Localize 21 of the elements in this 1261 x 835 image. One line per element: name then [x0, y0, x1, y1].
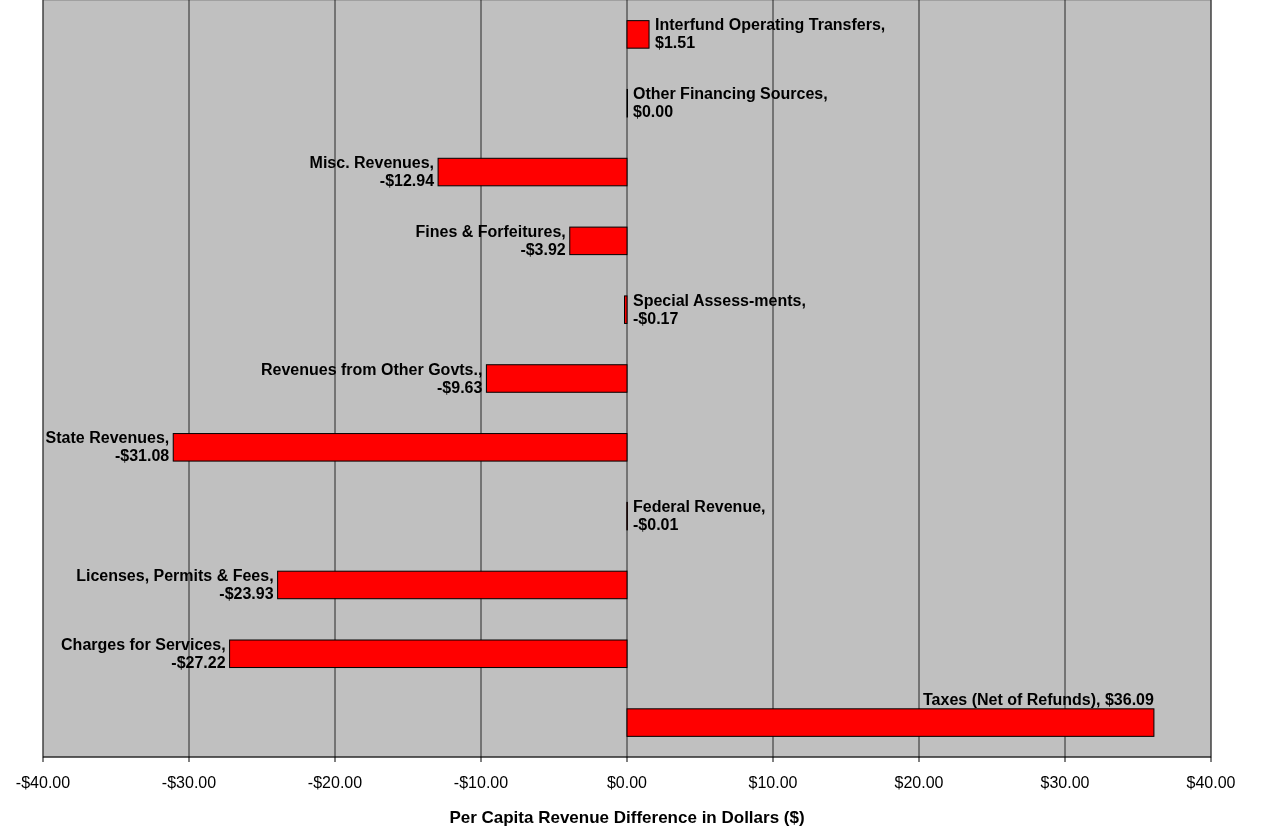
x-tick-label: -$10.00: [453, 774, 509, 791]
x-tick-label: -$30.00: [161, 774, 217, 791]
x-axis-title: Per Capita Revenue Difference in Dollars ($): [449, 808, 805, 827]
data-label: Taxes (Net of Refunds), $36.09: [923, 690, 1155, 708]
data-label: Other Financing Sources, $0.00: [633, 85, 828, 121]
x-tick-label: $30.00: [1040, 774, 1090, 791]
x-tick-label: $10.00: [748, 774, 798, 791]
data-label: Fines & Forfeitures, -$3.92: [415, 222, 566, 258]
data-label: Misc. Revenues, -$12.94: [309, 154, 435, 190]
data-label: Special Assess-ments, -$0.17: [633, 291, 806, 327]
x-tick-label: -$40.00: [15, 774, 71, 791]
x-tick-label: -$20.00: [307, 774, 363, 791]
data-label: Licenses, Permits & Fees, -$23.93: [76, 566, 274, 602]
data-label: Interfund Operating Transfers, $1.51: [655, 16, 886, 52]
data-label: Charges for Services, -$27.22: [61, 635, 226, 671]
x-tick-label: $40.00: [1186, 774, 1236, 791]
data-label: State Revenues, -$31.08: [45, 429, 170, 465]
x-tick-label: $0.00: [606, 774, 648, 791]
data-label: Revenues from Other Govts., -$9.63: [261, 360, 483, 396]
data-label: Federal Revenue, -$0.01: [633, 498, 766, 534]
x-tick-label: $20.00: [894, 774, 944, 791]
